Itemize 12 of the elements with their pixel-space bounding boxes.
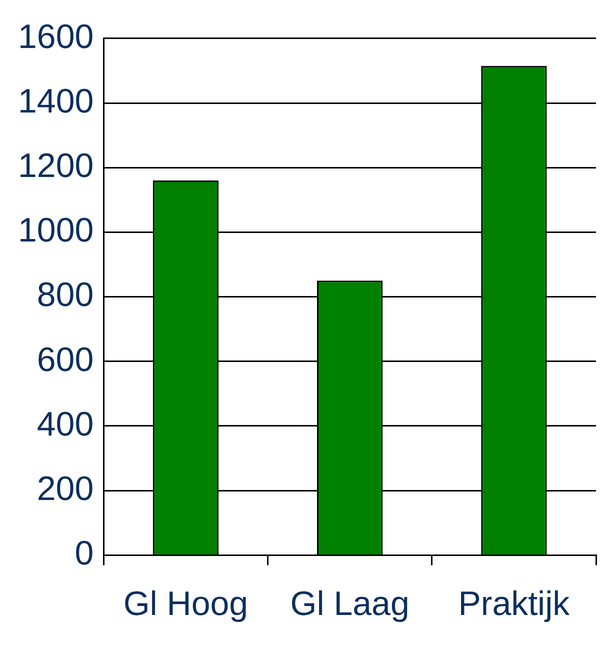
x-tick-label: Gl Hoog [123,584,248,623]
y-tick-label: 200 [36,470,94,508]
y-tick-label: 800 [36,276,94,314]
x-tick-label: Gl Laag [290,584,410,623]
x-tick-label: Praktijk [458,584,571,623]
y-tick-label: 1400 [18,82,94,120]
y-tick-label: 600 [36,340,94,379]
y-tick-label: 0 [74,534,94,573]
y-tick-label: 1600 [18,18,94,56]
y-tick-label: 1000 [18,212,94,250]
y-tick-label: 1200 [18,146,94,185]
y-tick-label: 400 [36,405,94,444]
